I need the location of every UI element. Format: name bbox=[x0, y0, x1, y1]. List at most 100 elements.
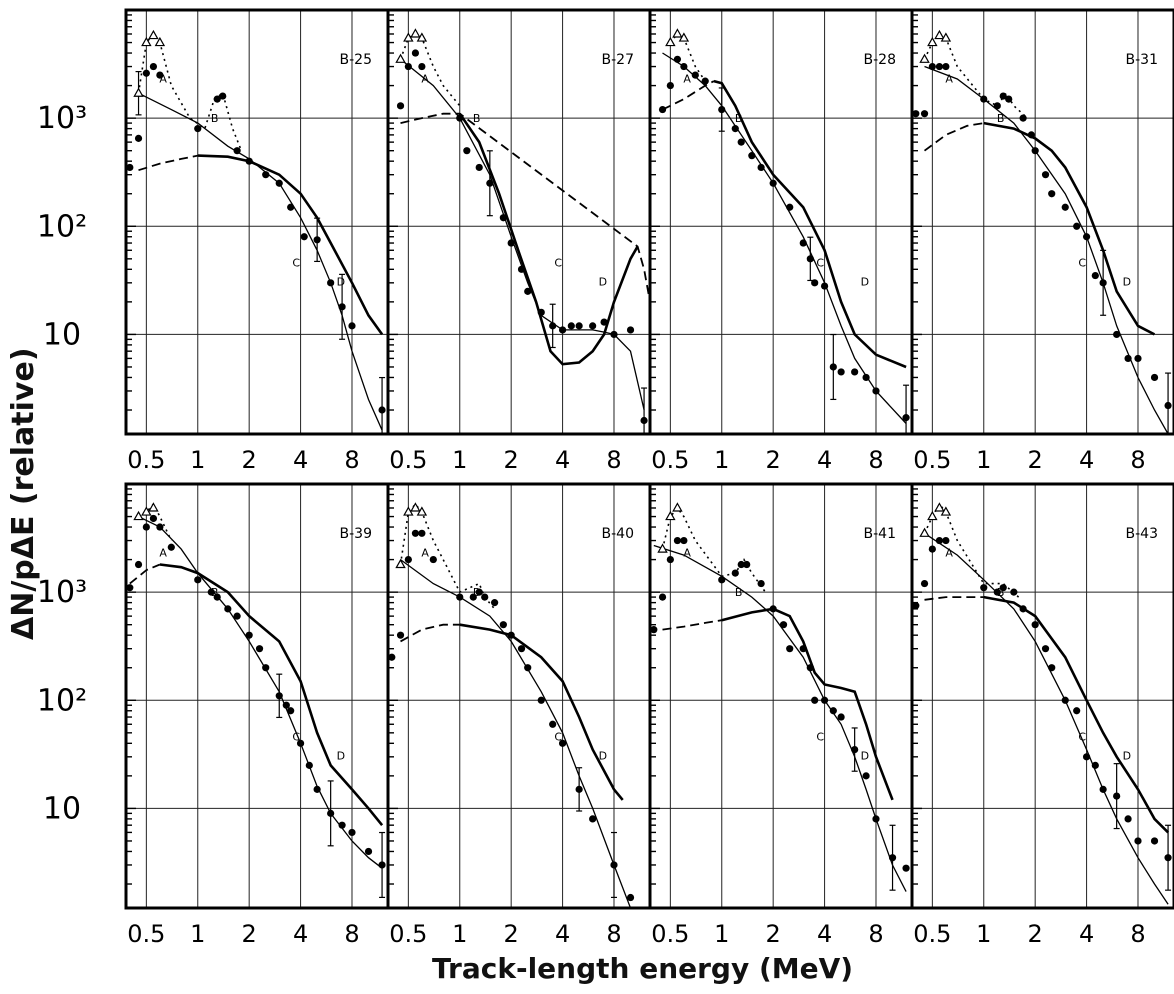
curve-label: A bbox=[683, 547, 691, 560]
curve-d-thick bbox=[159, 563, 384, 827]
panel-plot-area: A B C D bbox=[126, 29, 386, 434]
data-point bbox=[912, 602, 920, 610]
data-point bbox=[731, 125, 739, 133]
data-point bbox=[980, 584, 988, 592]
curve-label: C bbox=[1078, 730, 1086, 743]
data-point bbox=[1113, 330, 1121, 339]
data-point bbox=[499, 214, 507, 222]
curve-dashed bbox=[138, 154, 198, 172]
curve-label: B bbox=[473, 112, 481, 125]
triangle-point bbox=[678, 32, 690, 42]
data-point bbox=[219, 92, 227, 100]
x-tick-label: 2 bbox=[242, 446, 257, 474]
data-point bbox=[1091, 761, 1099, 769]
curve-label: B bbox=[735, 112, 743, 125]
data-point bbox=[517, 265, 526, 273]
data-point bbox=[396, 102, 405, 110]
data-point bbox=[701, 77, 709, 85]
data-point bbox=[769, 179, 777, 187]
data-point bbox=[1099, 279, 1107, 287]
data-point bbox=[691, 71, 699, 79]
data-point bbox=[167, 543, 175, 551]
triangle-point bbox=[672, 502, 683, 512]
curve-c-solid bbox=[924, 65, 1169, 434]
data-point bbox=[418, 529, 426, 537]
curve-a-b-dotted bbox=[137, 32, 243, 151]
panel-name-label: B-25 bbox=[340, 52, 372, 68]
data-point bbox=[1124, 354, 1132, 363]
data-point bbox=[287, 203, 295, 211]
x-tick-label: 8 bbox=[344, 446, 359, 474]
data-point bbox=[305, 761, 313, 769]
triangle-point bbox=[919, 527, 930, 537]
data-point bbox=[980, 95, 988, 103]
data-point bbox=[769, 605, 777, 613]
data-point bbox=[213, 593, 221, 601]
data-point bbox=[820, 282, 829, 290]
x-tick-label: 1 bbox=[190, 446, 205, 474]
panel-plot-area: A B C D bbox=[912, 29, 1172, 434]
triangle-point bbox=[148, 502, 159, 512]
x-tick-label: 2 bbox=[766, 920, 781, 948]
data-point bbox=[673, 536, 682, 545]
data-point bbox=[348, 828, 356, 837]
curve-d-thick bbox=[983, 121, 1156, 336]
data-point bbox=[851, 745, 859, 754]
panel-b-28: A B C D B-28 0.5 1 2 4 8 bbox=[648, 8, 914, 474]
data-point bbox=[799, 645, 807, 653]
x-tick-label: 4 bbox=[1079, 446, 1094, 474]
panel-plot-area: A B C D bbox=[912, 502, 1172, 905]
data-point bbox=[134, 560, 143, 569]
data-point bbox=[626, 326, 635, 334]
data-point bbox=[993, 588, 1001, 596]
data-point bbox=[1041, 645, 1050, 653]
curve-label: C bbox=[554, 730, 562, 743]
data-point bbox=[1091, 271, 1099, 280]
panel-plot-area: A B C D bbox=[395, 28, 650, 434]
triangle-point bbox=[919, 53, 930, 63]
triangle-point bbox=[940, 32, 952, 42]
panel-minor-ticks bbox=[388, 483, 398, 885]
data-point bbox=[275, 692, 283, 700]
data-point bbox=[666, 555, 674, 564]
x-tick-label: 0.5 bbox=[127, 920, 165, 948]
data-point bbox=[680, 62, 688, 71]
data-point bbox=[806, 255, 814, 263]
data-point bbox=[1134, 837, 1142, 845]
curve-label: A bbox=[159, 547, 167, 560]
panel-plot-area: A B C D bbox=[650, 502, 910, 892]
x-tick-label: 0.5 bbox=[389, 920, 427, 948]
data-point bbox=[851, 368, 859, 376]
x-tick-label: 0.5 bbox=[913, 920, 951, 948]
data-point bbox=[862, 772, 870, 780]
panel-name-label: B-31 bbox=[1126, 52, 1158, 68]
data-point bbox=[1082, 753, 1091, 761]
panel-name-label: B-28 bbox=[864, 52, 896, 68]
data-point bbox=[156, 523, 164, 531]
x-tick-label: 0.5 bbox=[651, 446, 689, 474]
data-point bbox=[194, 125, 202, 133]
curve-dashed bbox=[129, 563, 161, 585]
panel-b-40: A B C D B-40 0.5 1 2 4 8 bbox=[386, 482, 652, 948]
x-tick-label: 4 bbox=[293, 446, 308, 474]
y-tick-label: 10³ bbox=[37, 575, 87, 610]
curve-d-thick bbox=[721, 607, 894, 801]
panel-minor-ticks bbox=[650, 9, 660, 411]
triangle-point bbox=[141, 36, 152, 47]
data-point bbox=[524, 287, 532, 295]
data-point bbox=[888, 854, 897, 862]
data-point bbox=[1113, 792, 1121, 800]
curve-a-b-dotted bbox=[923, 32, 1028, 119]
data-point bbox=[1010, 588, 1018, 596]
data-point bbox=[1099, 785, 1107, 793]
panel-name-label: B-41 bbox=[864, 526, 896, 542]
triangle-point bbox=[133, 510, 144, 521]
data-point bbox=[575, 322, 583, 330]
data-point bbox=[942, 62, 950, 71]
curve-a-b-dotted bbox=[661, 506, 767, 593]
data-point bbox=[872, 815, 880, 823]
data-point bbox=[1134, 354, 1142, 363]
data-point bbox=[456, 593, 464, 601]
curve-d-thick bbox=[983, 595, 1170, 834]
curve-label: C bbox=[554, 256, 562, 269]
